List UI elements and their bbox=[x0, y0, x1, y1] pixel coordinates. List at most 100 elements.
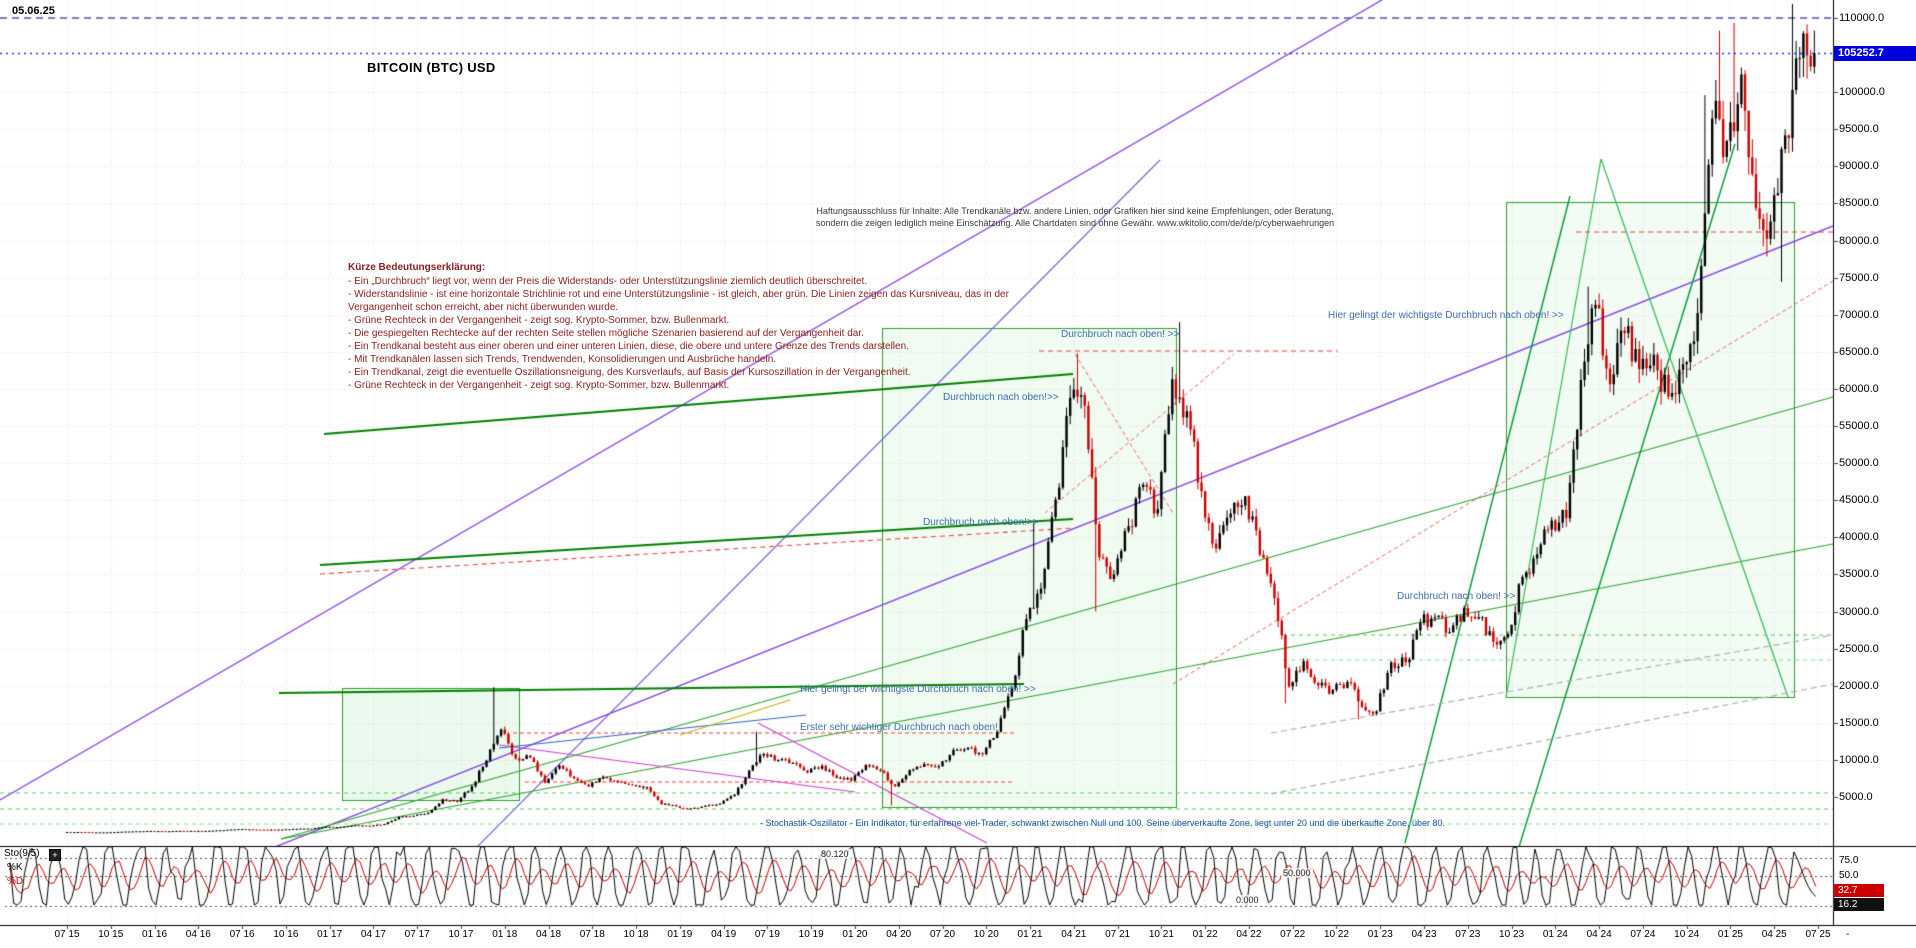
time-axis-label: 07 23 bbox=[1455, 929, 1481, 940]
legend-explanation-line: - Grüne Rechteck in der Vergangenheit - … bbox=[348, 315, 730, 326]
legend-explanation-line: - Widerstandslinie - ist eine horizontal… bbox=[348, 289, 1009, 313]
time-axis-label: 07 21 bbox=[1105, 929, 1131, 940]
time-axis-suffix: - bbox=[1846, 929, 1850, 940]
price-axis-label: 75000.0 bbox=[1839, 272, 1879, 284]
stoch-scale-label: 50.0 bbox=[1839, 870, 1859, 881]
time-axis-label: 01 23 bbox=[1367, 929, 1393, 940]
price-axis-label: 40000.0 bbox=[1839, 531, 1879, 543]
time-axis-label: 10 24 bbox=[1674, 929, 1700, 940]
indicator-settings-button[interactable]: + bbox=[49, 849, 61, 861]
time-axis-label: 01 17 bbox=[317, 929, 343, 940]
price-axis-label: 55000.0 bbox=[1839, 420, 1879, 432]
time-axis-label: 10 17 bbox=[448, 929, 474, 940]
time-axis-label: 04 22 bbox=[1236, 929, 1262, 940]
price-axis-label: 45000.0 bbox=[1839, 494, 1879, 506]
price-axis-label: 90000.0 bbox=[1839, 160, 1879, 172]
time-axis-label: 07 25 bbox=[1805, 929, 1831, 940]
time-axis-label: 10 23 bbox=[1499, 929, 1525, 940]
time-axis-label: 04 17 bbox=[360, 929, 386, 940]
time-axis-label: 01 20 bbox=[842, 929, 868, 940]
chart-date-label: 05.06.25 bbox=[12, 5, 55, 17]
time-axis-label: 10 21 bbox=[1148, 929, 1174, 940]
breakout-annotation: Erster sehr wichtiger Durchbruch nach ob… bbox=[800, 722, 998, 733]
price-axis-label: 20000.0 bbox=[1839, 680, 1879, 692]
time-axis-label: 01 24 bbox=[1542, 929, 1568, 940]
time-axis-label: 10 18 bbox=[623, 929, 649, 940]
time-axis-label: 04 19 bbox=[711, 929, 737, 940]
chart-title: BITCOIN (BTC) USD bbox=[367, 60, 496, 75]
time-axis-label: 01 16 bbox=[142, 929, 168, 940]
stoch-level-label: 0.000 bbox=[1234, 895, 1261, 905]
legend-explanation-line: - Ein Trendkanal, zeigt die eventuelle O… bbox=[348, 367, 911, 378]
price-axis-label: 10000.0 bbox=[1839, 754, 1879, 766]
stoch-k-value: 16.2 bbox=[1834, 898, 1884, 911]
price-axis-label: 5000.0 bbox=[1839, 791, 1873, 803]
time-axis-label: 10 16 bbox=[273, 929, 299, 940]
time-axis-label: 10 22 bbox=[1323, 929, 1349, 940]
legend-explanation-line: - Grüne Rechteck in der Vergangenheit - … bbox=[348, 380, 730, 391]
time-axis-label: 04 21 bbox=[1061, 929, 1087, 940]
disclaimer-line-1: Haftungsausschluss für Inhalte: Alle Tre… bbox=[816, 206, 1334, 216]
time-axis-label: 01 21 bbox=[1017, 929, 1043, 940]
breakout-annotation: Durchbruch nach oben!>> bbox=[943, 392, 1059, 403]
breakout-annotation: Durchbruch nach oben! >> bbox=[1061, 329, 1180, 340]
breakout-annotation: Durchbruch nach oben! >> bbox=[1397, 591, 1516, 602]
time-axis-label: 04 25 bbox=[1761, 929, 1787, 940]
time-axis-label: 01 22 bbox=[1192, 929, 1218, 940]
breakout-annotation: Durchbruch nach oben!>> bbox=[923, 517, 1039, 528]
time-axis-label: 04 18 bbox=[536, 929, 562, 940]
stoch-level-label: 80.120 bbox=[819, 849, 851, 859]
price-axis-label: 15000.0 bbox=[1839, 717, 1879, 729]
price-axis-label: 35000.0 bbox=[1839, 568, 1879, 580]
time-axis-label: 10 19 bbox=[798, 929, 824, 940]
price-axis-label: 110000.0 bbox=[1839, 12, 1885, 24]
legend-explanation-heading: Kürze Bedeutungserklärung: bbox=[348, 262, 486, 273]
time-axis-label: 07 24 bbox=[1630, 929, 1656, 940]
time-axis-label: 04 20 bbox=[886, 929, 912, 940]
price-axis-label: 65000.0 bbox=[1839, 346, 1879, 358]
disclaimer-line-2: sondern die zeigen lediglich meine Einsc… bbox=[815, 217, 1335, 228]
time-axis-label: 07 18 bbox=[579, 929, 605, 940]
price-axis-label: 95000.0 bbox=[1839, 123, 1879, 135]
time-axis-label: 04 24 bbox=[1586, 929, 1612, 940]
stoch-scale-label: 75.0 bbox=[1839, 855, 1859, 866]
current-price-tag: 105252.7 bbox=[1834, 46, 1916, 61]
time-axis-label: 10 20 bbox=[973, 929, 999, 940]
time-axis-label: 01 18 bbox=[492, 929, 518, 940]
price-axis-label: 85000.0 bbox=[1839, 197, 1879, 209]
time-axis-label: 07 15 bbox=[54, 929, 80, 940]
price-axis-label: 100000.0 bbox=[1839, 86, 1885, 98]
time-axis-label: 07 17 bbox=[404, 929, 430, 940]
legend-explanation-line: - Mit Trendkanälen lassen sich Trends, T… bbox=[348, 354, 777, 365]
legend-explanation-block: Kürze Bedeutungserklärung: - Ein „Durchb… bbox=[348, 261, 1048, 392]
time-axis-label: 07 22 bbox=[1280, 929, 1306, 940]
time-axis-label: 04 16 bbox=[185, 929, 211, 940]
price-axis-label: 70000.0 bbox=[1839, 309, 1879, 321]
time-axis-label: 01 19 bbox=[667, 929, 693, 940]
stochastic-description: - Stochastik-Oszillator - Ein Indikator,… bbox=[760, 818, 1446, 828]
stoch-d-value: 32.7 bbox=[1834, 884, 1884, 897]
legend-explanation-line: - Ein Trendkanal besteht aus einer obere… bbox=[348, 341, 909, 352]
price-axis-label: 80000.0 bbox=[1839, 235, 1879, 247]
price-axis-label: 50000.0 bbox=[1839, 457, 1879, 469]
stoch-d-label: %D bbox=[7, 876, 24, 887]
time-axis-label: 04 23 bbox=[1411, 929, 1437, 940]
time-axis-label: 07 16 bbox=[229, 929, 255, 940]
time-axis-label: 07 19 bbox=[754, 929, 780, 940]
time-axis-label: 07 20 bbox=[929, 929, 956, 940]
disclaimer-text: Haftungsausschluss für Inhalte: Alle Tre… bbox=[790, 206, 1360, 229]
legend-explanation-lines: - Ein „Durchbruch“ liegt vor, wenn der P… bbox=[348, 275, 1048, 392]
price-axis-label: 30000.0 bbox=[1839, 606, 1879, 618]
time-axis-label: 01 25 bbox=[1717, 929, 1743, 940]
price-axis-label: 60000.0 bbox=[1839, 383, 1879, 395]
stoch-level-label: 50.000 bbox=[1281, 868, 1313, 878]
legend-explanation-line: - Ein „Durchbruch“ liegt vor, wenn der P… bbox=[348, 276, 868, 287]
stoch-k-label: %K bbox=[7, 862, 23, 873]
breakout-annotation: Hier gelingt der wichtigste Durchbruch n… bbox=[1328, 310, 1564, 321]
stochastic-indicator-label: Sto(9/5) bbox=[4, 848, 40, 859]
time-axis-label: 10 15 bbox=[98, 929, 124, 940]
price-axis-label: 25000.0 bbox=[1839, 643, 1879, 655]
legend-explanation-line: - Die gespiegelten Rechtecke auf der rec… bbox=[348, 328, 864, 339]
